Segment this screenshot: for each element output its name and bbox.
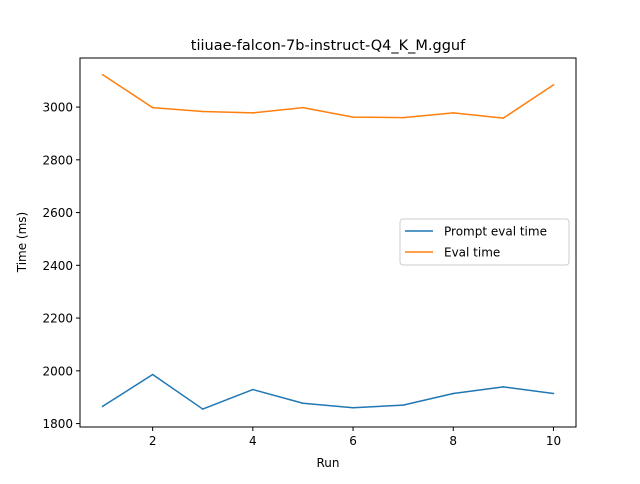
- y-tick-label: 2400: [42, 259, 73, 273]
- data-point-prompt-eval-time: [502, 386, 505, 388]
- y-tick-label: 1800: [42, 417, 73, 431]
- legend: Prompt eval time Eval time: [399, 218, 570, 266]
- axes-frame: [79, 57, 577, 428]
- data-point-eval-time: [101, 73, 104, 76]
- y-axis: 1800 2000 2200 2400 2600 2800 3000: [42, 101, 80, 431]
- data-point-prompt-eval-time: [352, 406, 354, 409]
- x-tick-label: 2: [149, 434, 157, 448]
- data-point-eval-time: [452, 112, 455, 114]
- x-axis-label: Run: [316, 456, 339, 470]
- x-tick-label: 4: [249, 434, 257, 448]
- data-point-prompt-eval-time: [151, 373, 154, 376]
- x-tick-label: 10: [546, 434, 561, 448]
- data-point-prompt-eval-time: [452, 392, 455, 395]
- x-tick-label: 6: [349, 434, 357, 448]
- data-point-eval-time: [252, 112, 254, 114]
- data-point-eval-time: [402, 116, 404, 119]
- legend-label-eval-time: Eval time: [444, 246, 500, 260]
- series-line-prompt-eval-time: [102, 373, 554, 410]
- data-point-prompt-eval-time: [302, 402, 304, 405]
- x-tick-label: 8: [449, 434, 457, 448]
- data-point-eval-time: [151, 106, 154, 109]
- data-point-eval-time: [352, 116, 354, 118]
- x-axis: 2 4 6 8 10: [149, 427, 561, 448]
- y-tick-label: 2000: [42, 364, 73, 378]
- data-point-eval-time: [201, 110, 204, 113]
- legend-label-prompt-eval-time: Prompt eval time: [444, 225, 547, 239]
- data-point-eval-time: [502, 117, 505, 119]
- data-point-eval-time: [552, 84, 555, 86]
- plot-area: [101, 73, 555, 410]
- legend-box: [399, 218, 570, 266]
- data-point-prompt-eval-time: [201, 408, 204, 410]
- y-tick-label: 2200: [42, 312, 73, 326]
- y-axis-label: Time (ms): [15, 212, 29, 274]
- data-point-prompt-eval-time: [252, 388, 254, 391]
- chart-title: tiiuae-falcon-7b-instruct-Q4_K_M.gguf: [191, 38, 466, 54]
- y-tick-label: 2800: [42, 153, 73, 167]
- y-tick-label: 2600: [42, 206, 73, 220]
- y-tick-label: 3000: [42, 101, 73, 115]
- data-point-eval-time: [302, 106, 304, 109]
- data-point-prompt-eval-time: [101, 405, 104, 408]
- data-point-prompt-eval-time: [552, 392, 555, 395]
- series-line-eval-time: [102, 73, 554, 119]
- data-point-prompt-eval-time: [402, 404, 404, 406]
